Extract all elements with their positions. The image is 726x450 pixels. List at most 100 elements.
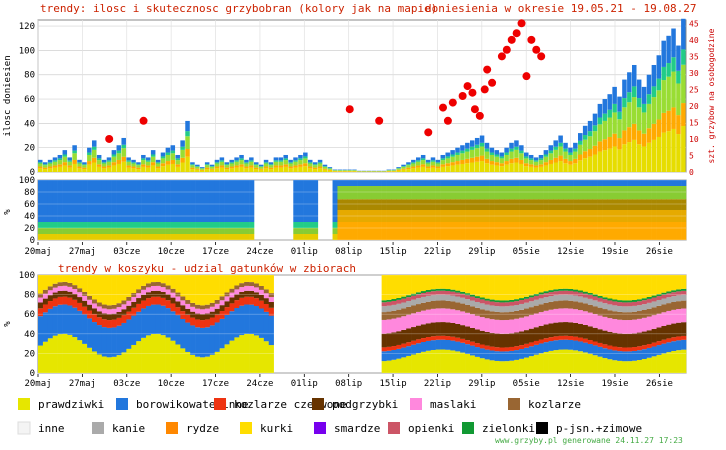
basket-segment [411,354,417,373]
count-bar-segment [150,156,156,163]
count-bar-segment [141,160,146,165]
count-bar-segment [263,166,269,169]
basket-segment [504,306,510,313]
share-column [57,180,63,240]
basket-segment [499,361,505,373]
count-bar-segment [460,145,465,151]
count-bar-segment [244,168,249,172]
basket-segment [524,347,530,358]
count-bar-segment [425,168,431,172]
basket-column [155,275,162,373]
y-tick-label: 0 [30,369,35,379]
count-bar-segment [435,162,441,164]
basket-segment [651,342,657,347]
basket-segment [656,313,662,328]
count-bar-segment [533,157,539,161]
count-bar-segment [234,157,239,161]
basket-segment [435,290,441,295]
share-column [195,180,201,240]
count-bar-segment [126,167,131,172]
share-segment [342,222,348,240]
count-bar-segment [612,146,617,172]
share-column [602,180,608,240]
basket-segment [504,361,510,373]
count-bar-segment [617,149,622,172]
count-bar-segment [411,162,416,164]
count-bar-segment [165,154,171,162]
count-bar-segment [57,158,63,161]
share-column [209,180,216,240]
efficiency-dot [522,72,531,81]
count-bar-segment [317,168,323,172]
basket-column [656,275,662,373]
share-column [514,180,520,240]
basket-segment [568,322,574,337]
count-bar [190,162,195,172]
basket-segment [528,342,535,347]
share-column [160,180,166,240]
basket-segment [141,294,147,301]
share-column [303,180,309,240]
basket-segment [239,287,245,292]
share-segment [450,199,456,210]
basket-segment [582,275,589,292]
basket-segment [617,300,623,303]
basket-segment [597,275,603,296]
count-bar [602,99,608,172]
basket-segment [543,291,549,294]
count-bar-segment [322,166,328,169]
count-bar-segment [200,169,205,171]
basket-segment [494,351,500,361]
legend-item: kozlarze [508,398,581,411]
basket-segment [381,302,387,307]
basket-segment [455,351,461,373]
count-bar-segment [607,136,612,149]
count-bar-segment [327,167,333,169]
share-column [249,180,255,240]
basket-segment [386,299,392,302]
basket-segment [219,296,225,301]
basket-segment [396,331,402,345]
basket-segment [430,349,436,373]
basket-column [62,275,68,373]
basket-segment [38,297,44,303]
count-bar-segment [587,131,593,137]
share-segment [224,222,230,228]
legend-label: kanie [112,422,145,435]
basket-segment [96,354,103,373]
basket-segment [180,300,186,306]
count-bar-segment [77,159,82,163]
count-bar-segment [72,150,77,154]
count-bar-segment [420,166,426,172]
share-column [607,180,613,240]
basket-segment [165,275,171,286]
count-bar [131,159,136,172]
share-segment [587,186,594,200]
basket-segment [214,314,220,323]
basket-segment [136,341,142,373]
legend-label: podgrzybki [332,398,398,411]
basket-segment [548,290,554,293]
count-bar-segment [92,140,97,147]
count-bar-segment [136,169,141,172]
basket-segment [455,292,461,297]
basket-segment [386,305,392,312]
share-segment [430,186,436,200]
count-bar-segment [47,162,53,164]
share-segment [484,222,490,240]
count-bar-segment [42,167,48,170]
basket-segment [617,319,623,334]
basket-segment [568,308,574,323]
basket-segment [568,275,574,289]
basket-column [204,275,211,373]
count-bar-segment [219,160,225,162]
share-segment [77,180,83,222]
share-segment [627,180,633,186]
share-segment [573,180,579,186]
count-bar-segment [578,154,583,161]
share-segment [116,180,122,222]
x-axis-top: 20maj 27maj 03cze 10cze 17cze 24cze 01lip 08lip… [24,242,673,257]
basket-segment [47,286,54,291]
basket-segment [509,305,515,312]
basket-segment [558,349,564,373]
